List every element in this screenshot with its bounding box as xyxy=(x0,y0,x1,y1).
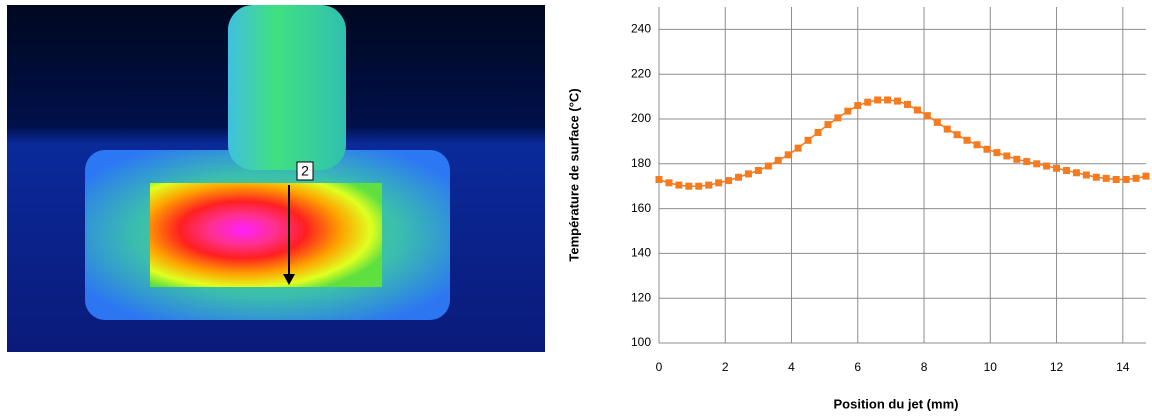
x-tick-label: 0 xyxy=(656,360,663,374)
data-point xyxy=(1043,162,1051,170)
data-point xyxy=(675,181,683,189)
x-axis-title: Position du jet (mm) xyxy=(834,396,959,411)
data-point xyxy=(735,173,743,181)
data-point xyxy=(685,182,693,190)
y-tick-label: 220 xyxy=(631,66,651,80)
data-point xyxy=(1102,174,1110,182)
data-point xyxy=(1003,152,1011,160)
data-point xyxy=(894,97,902,105)
x-tick-label: 4 xyxy=(788,360,795,374)
y-tick-label: 160 xyxy=(631,201,651,215)
data-point xyxy=(993,149,1001,157)
data-point xyxy=(834,114,842,122)
data-point xyxy=(874,96,882,104)
y-tick-label: 240 xyxy=(631,22,651,36)
data-point xyxy=(854,102,862,110)
data-point xyxy=(1013,155,1021,163)
data-point xyxy=(764,162,772,170)
data-point xyxy=(1072,169,1080,177)
data-point xyxy=(804,136,812,144)
data-point xyxy=(943,125,951,133)
x-tick-label: 8 xyxy=(921,360,928,374)
data-point xyxy=(1112,175,1120,183)
data-point xyxy=(864,98,872,106)
y-axis-title: Température de surface (°C) xyxy=(566,88,581,261)
x-tick-label: 14 xyxy=(1116,360,1130,374)
data-point xyxy=(963,136,971,144)
marker-box xyxy=(296,161,314,181)
data-point xyxy=(1092,173,1100,181)
data-point xyxy=(1062,167,1070,175)
data-point xyxy=(754,167,762,175)
x-tick-label: 12 xyxy=(1050,360,1064,374)
data-point xyxy=(953,131,961,139)
data-point xyxy=(725,177,733,185)
data-point xyxy=(1082,171,1090,179)
data-point xyxy=(655,175,663,183)
data-point xyxy=(1023,158,1031,166)
data-point xyxy=(913,106,921,114)
nozzle xyxy=(228,5,346,170)
data-point xyxy=(824,121,832,129)
data-point xyxy=(1122,175,1130,183)
data-point xyxy=(923,112,931,120)
y-tick-label: 180 xyxy=(631,156,651,170)
data-point xyxy=(844,107,852,115)
data-point xyxy=(705,181,713,189)
data-point xyxy=(784,151,792,159)
data-point xyxy=(715,179,723,187)
data-point xyxy=(1053,164,1061,172)
data-point xyxy=(973,141,981,149)
data-point xyxy=(884,96,892,104)
data-point xyxy=(695,182,703,190)
y-tick-label: 120 xyxy=(631,290,651,304)
y-tick-label: 200 xyxy=(631,111,651,125)
data-point xyxy=(933,118,941,126)
data-point xyxy=(744,170,752,178)
y-tick-label: 140 xyxy=(631,246,651,260)
data-point xyxy=(794,144,802,152)
data-point xyxy=(774,156,782,164)
arrow-head xyxy=(283,274,295,285)
data-point xyxy=(1142,172,1150,180)
data-point xyxy=(983,145,991,153)
data-point xyxy=(903,100,911,108)
data-point xyxy=(1132,174,1140,182)
marker-label: 2 xyxy=(301,163,309,179)
thermal-image: 2 xyxy=(7,5,545,352)
x-tick-label: 10 xyxy=(984,360,998,374)
data-point xyxy=(814,128,822,136)
y-tick-label: 100 xyxy=(631,335,651,349)
data-point xyxy=(665,179,673,187)
x-tick-label: 6 xyxy=(854,360,861,374)
x-tick-label: 2 xyxy=(722,360,729,374)
hot-zone xyxy=(150,183,382,287)
data-point xyxy=(1033,160,1041,168)
